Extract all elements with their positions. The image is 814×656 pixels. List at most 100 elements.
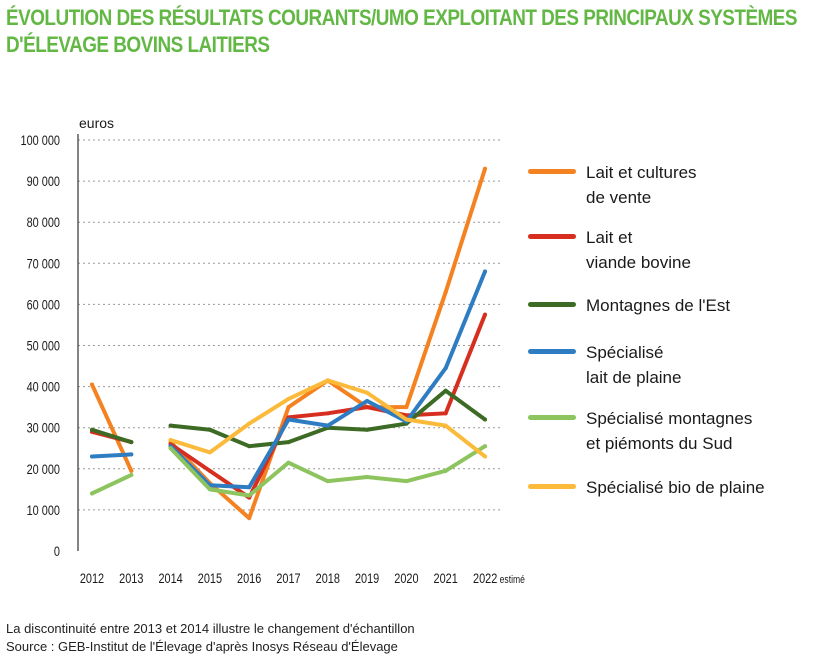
data-point [129, 440, 134, 445]
y-tick-label: 50 000 [27, 338, 60, 354]
footer-note: La discontinuité entre 2013 et 2014 illu… [6, 621, 415, 636]
data-point [129, 472, 134, 477]
chart-axes: 0 10 000 20 000 30 000 40 000 50 000 60 000 70 … [21, 133, 526, 587]
data-point [247, 485, 252, 490]
data-point [483, 166, 487, 171]
data-point [90, 382, 94, 387]
data-point [90, 427, 94, 432]
data-point [286, 417, 291, 422]
y-tick-label: 100 000 [21, 133, 60, 149]
y-tick-label: 70 000 [27, 256, 60, 272]
y-tick-label: 90 000 [27, 174, 60, 190]
data-point [247, 444, 252, 449]
data-point [286, 440, 291, 445]
series-line [168, 378, 487, 459]
x-tick-label: 2021 [434, 571, 458, 587]
data-point [325, 411, 330, 416]
y-tick-label: 40 000 [27, 379, 60, 395]
data-point [365, 475, 370, 480]
series-line [168, 312, 487, 500]
data-point [325, 378, 330, 383]
data-point [365, 405, 370, 410]
data-point [247, 493, 252, 498]
legend-swatch [528, 302, 576, 307]
series-line [90, 452, 134, 459]
x-tick-label: 2015 [198, 571, 222, 587]
chart-footer: La discontinuité entre 2013 et 2014 illu… [6, 620, 806, 656]
y-tick-label: 20 000 [27, 462, 60, 478]
x-tick-label: 2014 [158, 571, 182, 587]
data-point [404, 479, 409, 484]
x-tick-label: 2017 [276, 571, 300, 587]
data-point [404, 413, 409, 418]
data-point [365, 390, 370, 395]
data-point [286, 460, 291, 465]
data-point [483, 312, 487, 317]
legend-swatch [528, 234, 576, 239]
series-line [90, 472, 134, 496]
series-line [90, 427, 134, 445]
x-tick-label: 2016 [237, 571, 261, 587]
data-point [365, 427, 370, 432]
data-point [129, 468, 134, 473]
data-point [443, 366, 448, 371]
x-tick-label: 2020 [394, 571, 418, 587]
y-axis-label: euros [79, 115, 114, 131]
legend-swatch [528, 415, 576, 420]
data-point [247, 421, 252, 426]
legend-label: Spécialisé lait de plaine [586, 343, 682, 387]
legend-label: Montagnes de l'Est [586, 296, 731, 315]
chart-title-line2: D'ÉLEVAGE BOVINS LAITIERS [6, 32, 270, 57]
y-tick-label: 10 000 [27, 503, 60, 519]
data-point [286, 405, 291, 410]
legend-label: Lait et viande bovine [586, 228, 691, 272]
data-point [365, 398, 370, 403]
data-point [168, 423, 173, 428]
data-point [443, 290, 448, 295]
legend-label: Spécialisé montagnes et piémonts du Sud [586, 409, 753, 453]
series-4 [90, 269, 487, 490]
y-tick-label: 80 000 [27, 215, 60, 231]
y-tick-label: 0 [54, 544, 60, 560]
data-point [207, 450, 212, 455]
data-point [90, 491, 94, 496]
x-tick-label: 2018 [316, 571, 340, 587]
x-tick-label: 2022 estimé [473, 571, 525, 587]
series-line [168, 388, 487, 449]
data-point [168, 438, 173, 443]
legend-swatch [528, 169, 576, 174]
x-tick-label: 2013 [119, 571, 143, 587]
chart-title-line1: ÉVOLUTION DES RÉSULTATS COURANTS/UMO EXP… [6, 5, 798, 30]
data-point [286, 396, 291, 401]
data-point [483, 417, 487, 422]
series-line [168, 166, 487, 521]
data-point [483, 444, 487, 449]
data-point [443, 423, 448, 428]
data-point [325, 479, 330, 484]
x-tick-label: 2012 [80, 571, 104, 587]
data-point [129, 452, 134, 457]
data-point [443, 468, 448, 473]
chart-series [90, 166, 487, 521]
data-point [443, 388, 448, 393]
footer-source: Source : GEB-Institut de l'Élevage d'apr… [6, 639, 398, 654]
legend-label: Lait et cultures de vente [586, 163, 697, 207]
data-point [247, 516, 252, 521]
chart-title: ÉVOLUTION DES RÉSULTATS COURANTS/UMO EXP… [6, 4, 798, 58]
series-5 [90, 444, 487, 498]
data-point [404, 417, 409, 422]
chart-grid [78, 139, 500, 511]
data-point [207, 487, 212, 492]
data-point [207, 468, 212, 473]
data-point [443, 411, 448, 416]
x-tick-label: 2019 [355, 571, 379, 587]
legend-swatch [528, 349, 576, 354]
data-point [90, 454, 94, 459]
y-tick-label: 60 000 [27, 297, 60, 313]
legend-swatch [528, 484, 576, 489]
data-point [483, 269, 487, 274]
data-point [404, 405, 409, 410]
y-tick-label: 30 000 [27, 420, 60, 436]
data-point [325, 423, 330, 428]
